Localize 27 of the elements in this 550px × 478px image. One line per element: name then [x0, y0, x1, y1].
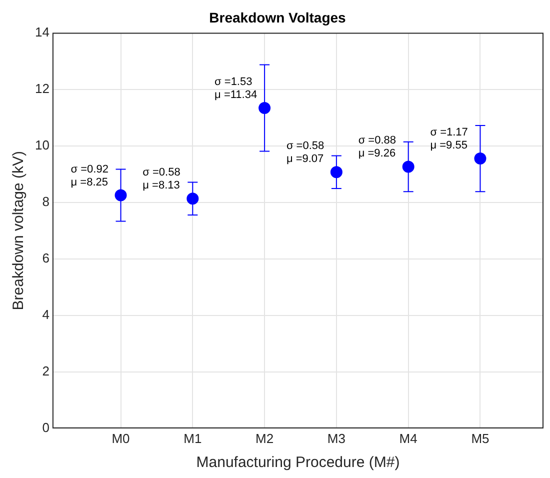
x-tick-label: M5	[471, 430, 490, 446]
y-tick-label: 10	[34, 137, 50, 152]
y-tick-label: 0	[42, 420, 50, 435]
y-tick-label: 12	[34, 80, 50, 96]
x-axis-title: Manufacturing Procedure (M#)	[196, 454, 400, 472]
point	[186, 192, 199, 205]
y-tick-label: 2	[42, 363, 50, 378]
chart-title: Breakdown Voltages	[209, 9, 346, 26]
x-tick-label: M3	[327, 430, 346, 446]
point	[258, 102, 271, 114]
annotation: σ =1.53 μ =11.34	[214, 76, 258, 101]
x-tick-label: M1	[184, 430, 202, 446]
y-axis-title: Breakdown voltage (kV)	[10, 150, 28, 310]
x-tick-label: M2	[256, 430, 274, 446]
annotation: σ =0.92 μ =8.25	[70, 163, 108, 188]
x-tick-label: M4	[399, 430, 418, 446]
point	[330, 166, 342, 178]
point	[474, 152, 486, 165]
annotation: σ =0.58 μ =8.13	[142, 166, 180, 192]
y-tick-label: 8	[42, 194, 50, 209]
y-tick-label: 14	[34, 24, 50, 40]
y-tick-label: 6	[42, 250, 50, 266]
annotation: σ =0.88 μ =9.26	[358, 134, 396, 160]
annotation: σ =0.58 μ =9.07	[286, 140, 324, 166]
y-tick-label: 4	[42, 306, 50, 322]
x-tick-label: M0	[112, 430, 130, 446]
annotation: σ =1.17 μ =9.55	[430, 126, 468, 152]
